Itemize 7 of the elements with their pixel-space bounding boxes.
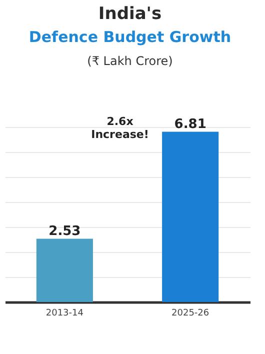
data-label: 2.53 — [48, 224, 81, 239]
x-tick-label: 2013-14 — [46, 308, 84, 318]
data-label: 6.81 — [174, 116, 206, 132]
chart-subtitle: (₹ Lakh Crore) — [87, 54, 173, 68]
x-tick-label: 2025-26 — [172, 308, 210, 318]
annotation: 2.6x Increase! — [91, 115, 149, 141]
chart-title: India's Defence Budget Growth — [28, 4, 232, 46]
